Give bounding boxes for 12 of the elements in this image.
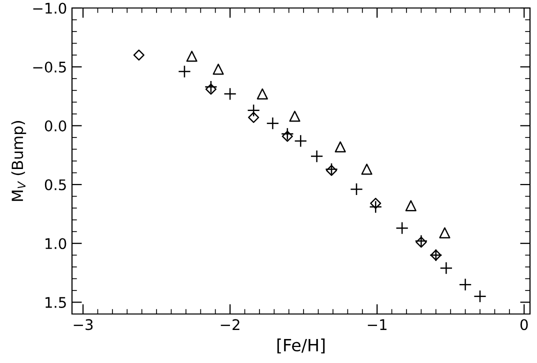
y-tick-label: 1.5 <box>46 297 66 308</box>
y-tick-label: −1.0 <box>33 2 66 14</box>
y-tick-label: 0.5 <box>44 179 66 190</box>
x-tick-label: −2 <box>220 319 240 330</box>
x-tick-label: −1 <box>368 319 386 330</box>
y-axis-title: M$_{V}$ (Bump) <box>11 121 26 201</box>
y-tick-label: −0.5 <box>33 62 66 73</box>
y-tick-label: 0.0 <box>44 120 66 132</box>
x-axis-title: [Fe/H] <box>277 338 325 354</box>
y-tick-label: 1.0 <box>46 238 66 250</box>
x-tick-label: −3 <box>74 319 93 330</box>
x-tick-label: 0 <box>520 319 528 330</box>
